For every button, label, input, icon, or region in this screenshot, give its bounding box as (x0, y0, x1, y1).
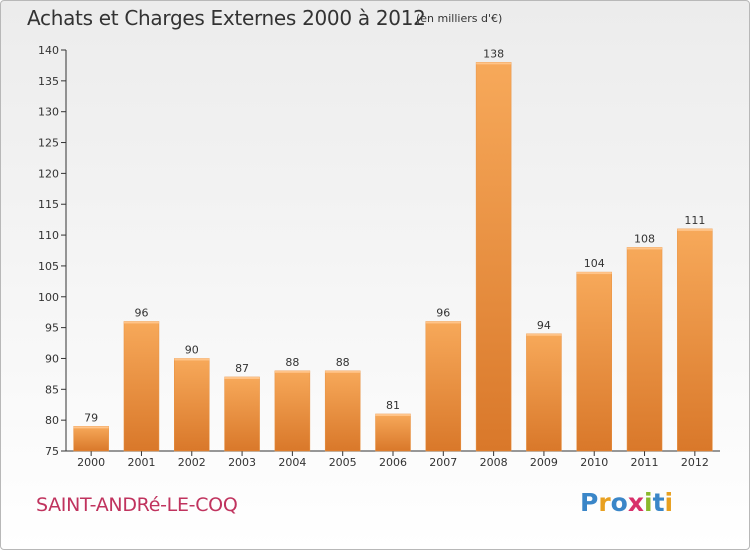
x-tick-label: 2001 (127, 456, 155, 469)
y-tick-label: 130 (38, 106, 59, 119)
data-label: 88 (285, 356, 299, 369)
data-label: 96 (436, 306, 450, 319)
x-tick-label: 2004 (278, 456, 306, 469)
data-label: 79 (84, 411, 98, 424)
bar-highlight (325, 370, 361, 373)
x-tick-label: 2006 (379, 456, 407, 469)
y-tick-label: 125 (38, 137, 59, 150)
y-tick-label: 115 (38, 198, 59, 211)
logo-letter: r (598, 488, 611, 517)
bar (626, 247, 663, 452)
data-label: 96 (134, 306, 148, 319)
logo-letter: x (627, 488, 644, 517)
bar (677, 228, 713, 452)
bar (475, 62, 512, 452)
x-tick-label: 2003 (228, 456, 256, 469)
x-tick-label: 2012 (681, 456, 709, 469)
chart-title: Achats et Charges Externes 2000 à 2012 (27, 6, 426, 30)
bar-highlight (425, 321, 461, 324)
x-tick-label: 2008 (480, 456, 508, 469)
y-tick-label: 105 (38, 260, 59, 273)
proxiti-logo[interactable]: Proxiti (580, 488, 673, 517)
bar (526, 333, 562, 452)
y-tick-label: 100 (38, 291, 59, 304)
x-tick-label: 2009 (530, 456, 558, 469)
bar-highlight (677, 228, 713, 231)
x-tick-label: 2005 (329, 456, 357, 469)
bar-highlight (375, 413, 411, 416)
y-tick-label: 75 (45, 445, 59, 458)
bar (73, 426, 109, 452)
data-label: 138 (483, 47, 504, 60)
bar-highlight (73, 426, 109, 429)
bar-highlight (576, 272, 612, 275)
logo-letter: i (644, 488, 653, 517)
bar (576, 271, 612, 452)
place-name: SAINT-ANDRé-LE-COQ (36, 494, 238, 516)
bar (274, 370, 311, 452)
bar (324, 370, 361, 452)
x-tick-label: 2010 (580, 456, 608, 469)
y-tick-label: 135 (38, 75, 59, 88)
bar (123, 321, 160, 452)
data-label: 108 (634, 232, 655, 245)
bar (375, 413, 411, 452)
data-label: 104 (584, 257, 605, 270)
data-label: 111 (684, 214, 705, 227)
x-tick-label: 2000 (77, 456, 105, 469)
y-tick-label: 90 (45, 352, 59, 365)
bar (174, 358, 210, 452)
bar (224, 376, 260, 452)
data-label: 94 (537, 319, 551, 332)
bar-highlight (627, 247, 663, 250)
logo-letter: o (610, 488, 628, 517)
y-tick-label: 85 (45, 383, 59, 396)
bar-highlight (224, 376, 260, 379)
data-label: 87 (235, 362, 249, 375)
bar-highlight (476, 62, 512, 65)
bar-highlight (123, 321, 159, 324)
bar-highlight (274, 370, 310, 373)
logo-letter: t (652, 488, 665, 517)
y-tick-label: 140 (38, 44, 59, 57)
data-label: 81 (386, 399, 400, 412)
y-tick-label: 110 (38, 229, 59, 242)
logo-letter: i (664, 488, 674, 517)
bar-highlight (174, 358, 210, 361)
logo-letter: P (580, 488, 599, 517)
bar-highlight (526, 333, 562, 336)
bar (425, 321, 462, 452)
x-tick-label: 2011 (631, 456, 659, 469)
y-tick-label: 80 (45, 414, 59, 427)
x-tick-label: 2007 (429, 456, 457, 469)
data-label: 90 (185, 343, 199, 356)
unit-note: (en milliers d'€) (416, 12, 503, 25)
x-tick-label: 2002 (178, 456, 206, 469)
data-label: 88 (336, 356, 350, 369)
y-tick-label: 120 (38, 167, 59, 180)
y-tick-label: 95 (45, 322, 59, 335)
